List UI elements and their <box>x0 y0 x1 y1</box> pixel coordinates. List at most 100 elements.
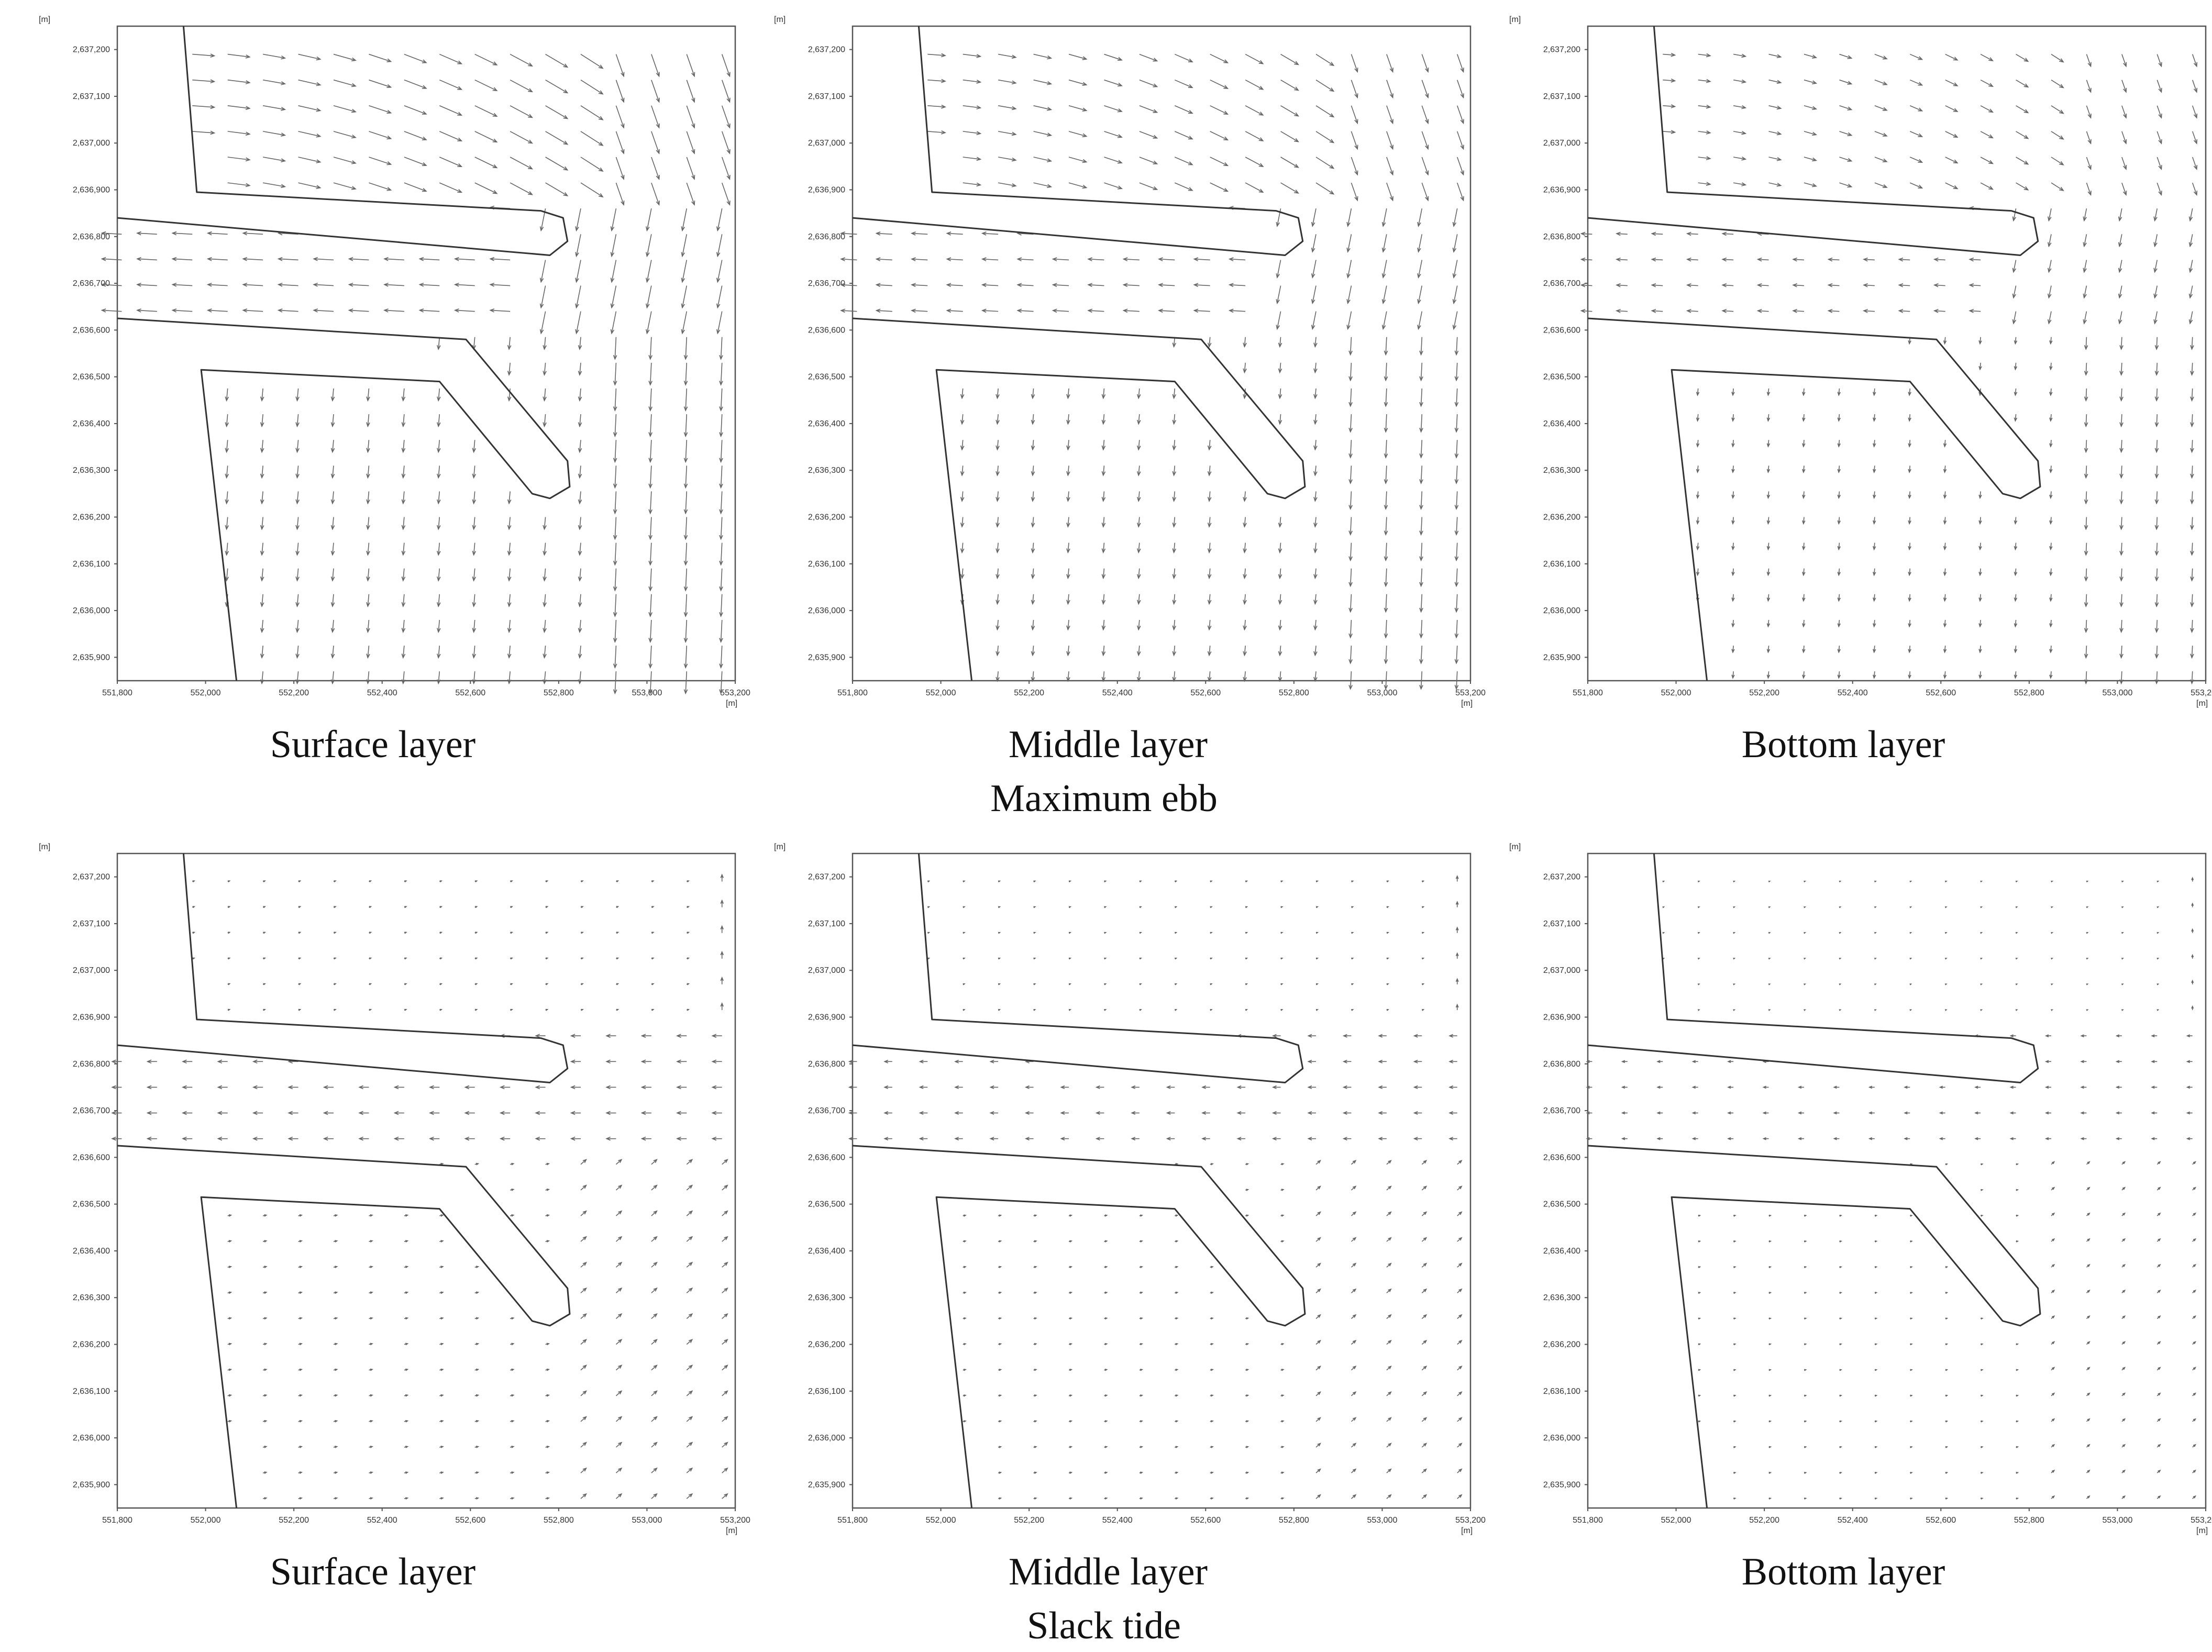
flow-vector-head <box>1766 572 1771 576</box>
flow-vector-head <box>1388 1237 1392 1241</box>
flow-vector <box>1067 465 1069 475</box>
flow-vector <box>998 182 1016 186</box>
flow-vector <box>367 542 370 555</box>
flow-vector-head <box>2023 83 2029 88</box>
flow-vector <box>332 671 334 684</box>
flow-vector-head <box>1315 880 1319 883</box>
flow-vector-head <box>1874 983 1877 985</box>
y-tick-label: 2,637,100 <box>1543 919 1580 928</box>
flow-vector <box>651 131 660 154</box>
flow-vector-head <box>2014 572 2018 576</box>
flow-vector-head <box>1069 1343 1073 1346</box>
flow-vector <box>1663 53 1675 56</box>
flow-vector-head <box>613 458 617 463</box>
flow-vector-head <box>2190 653 2194 659</box>
flow-vector-head <box>1872 597 1876 602</box>
flow-vector <box>314 309 334 312</box>
flow-vector-head <box>335 1317 338 1320</box>
flow-vector <box>961 440 964 450</box>
flow-vector-head <box>1117 160 1123 164</box>
flow-vector <box>720 388 723 411</box>
flow-vector-head <box>1033 906 1036 908</box>
flow-vector-head <box>507 679 512 685</box>
flow-vector <box>982 258 999 261</box>
flow-vector-head <box>1136 523 1141 528</box>
flow-vector-head <box>2193 165 2198 171</box>
flow-vector <box>508 568 511 581</box>
flow-vector-head <box>1104 983 1107 985</box>
flow-vector-head <box>1872 392 1876 396</box>
flow-vector-head <box>648 483 652 489</box>
flow-vector-head <box>1943 546 1947 551</box>
flow-vector <box>510 157 533 170</box>
flow-vector <box>651 1236 657 1242</box>
flow-vector-head <box>1908 494 1911 500</box>
flow-vector <box>172 309 193 312</box>
flow-vector <box>1279 594 1281 604</box>
flow-vector <box>2154 285 2158 298</box>
flow-vector-head <box>366 628 370 634</box>
flow-vector-head <box>1968 309 1974 313</box>
flow-vector-head <box>472 628 477 634</box>
flow-vector-head <box>578 448 582 453</box>
flow-vector-head <box>688 1210 693 1215</box>
flow-vector-head <box>1875 1317 1878 1320</box>
flow-vector-head <box>1423 1391 1428 1395</box>
flow-vector <box>1139 131 1157 139</box>
flow-vector <box>1804 53 1817 58</box>
flow-vector-head <box>1117 134 1123 138</box>
x-tick-label: 552,400 <box>1838 1516 1868 1525</box>
flow-vector-head <box>1136 419 1141 425</box>
flow-vector-head <box>1839 958 1842 960</box>
flow-vector-head <box>2052 1161 2055 1165</box>
flow-vector <box>579 362 581 375</box>
flow-vector <box>1385 414 1387 432</box>
flow-vector <box>1279 388 1281 398</box>
flow-vector-head <box>1731 649 1735 653</box>
flow-vector <box>1873 619 1875 627</box>
flow-vector-head <box>370 1420 373 1423</box>
flow-vector-head <box>1047 107 1053 111</box>
flow-vector <box>686 54 695 76</box>
flow-vector <box>2156 645 2158 658</box>
flow-vector-head <box>927 932 931 934</box>
coastline-north-shore <box>1587 853 2039 1083</box>
flow-vector <box>1279 362 1281 373</box>
flow-vector <box>1209 517 1211 527</box>
flow-vector <box>2121 182 2127 195</box>
flow-vector <box>876 284 892 286</box>
flow-vector-head <box>2049 572 2053 576</box>
flow-vector-head <box>719 689 723 695</box>
flow-vector <box>1277 311 1281 329</box>
flow-vector-head <box>2186 1034 2191 1038</box>
flow-vector <box>2154 260 2158 272</box>
flow-vector-head <box>1047 132 1053 137</box>
flow-vector-head <box>295 550 300 556</box>
flow-vector-head <box>1384 684 1388 690</box>
flow-vector <box>438 440 440 452</box>
flow-vector-head <box>1766 546 1771 551</box>
flow-vector-head <box>1139 983 1142 985</box>
x-tick-label: 552,600 <box>1926 1516 1956 1525</box>
flow-vector <box>651 1185 657 1191</box>
flow-vector-head <box>2047 293 2052 299</box>
flow-vector-head <box>1766 674 1771 679</box>
flow-vector-head <box>1943 597 1947 602</box>
flow-vector <box>544 517 546 529</box>
flow-vector-head <box>348 257 353 261</box>
flow-vector <box>314 258 334 261</box>
flow-vector-head <box>1122 257 1128 261</box>
flow-vector <box>1456 440 1458 458</box>
flow-vector <box>2156 388 2158 401</box>
flow-vector-head <box>726 97 731 103</box>
flow-vector-head <box>1388 1365 1392 1369</box>
flow-vector-head <box>539 329 544 335</box>
flow-vector-head <box>1294 189 1299 194</box>
flow-vector-head <box>570 1034 576 1038</box>
flow-vector-head <box>1616 257 1621 262</box>
flow-vector-head <box>1034 1214 1037 1217</box>
flow-vector <box>243 258 263 261</box>
flow-vector <box>261 465 263 478</box>
flow-vector <box>1382 285 1387 304</box>
flow-vector-head <box>2044 1034 2049 1038</box>
